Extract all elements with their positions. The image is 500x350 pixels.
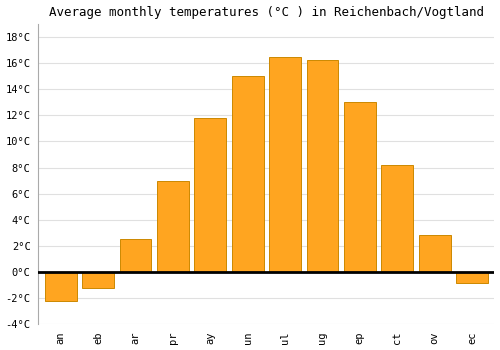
Bar bbox=[194, 118, 226, 272]
Bar bbox=[157, 181, 188, 272]
Bar bbox=[306, 61, 338, 272]
Bar bbox=[456, 272, 488, 282]
Bar bbox=[418, 236, 450, 272]
Bar bbox=[382, 165, 413, 272]
Bar bbox=[269, 57, 301, 272]
Bar bbox=[44, 272, 76, 301]
Bar bbox=[120, 239, 152, 272]
Bar bbox=[232, 76, 264, 272]
Title: Average monthly temperatures (°C ) in Reichenbach/Vogtland: Average monthly temperatures (°C ) in Re… bbox=[49, 6, 484, 19]
Bar bbox=[82, 272, 114, 288]
Bar bbox=[344, 102, 376, 272]
